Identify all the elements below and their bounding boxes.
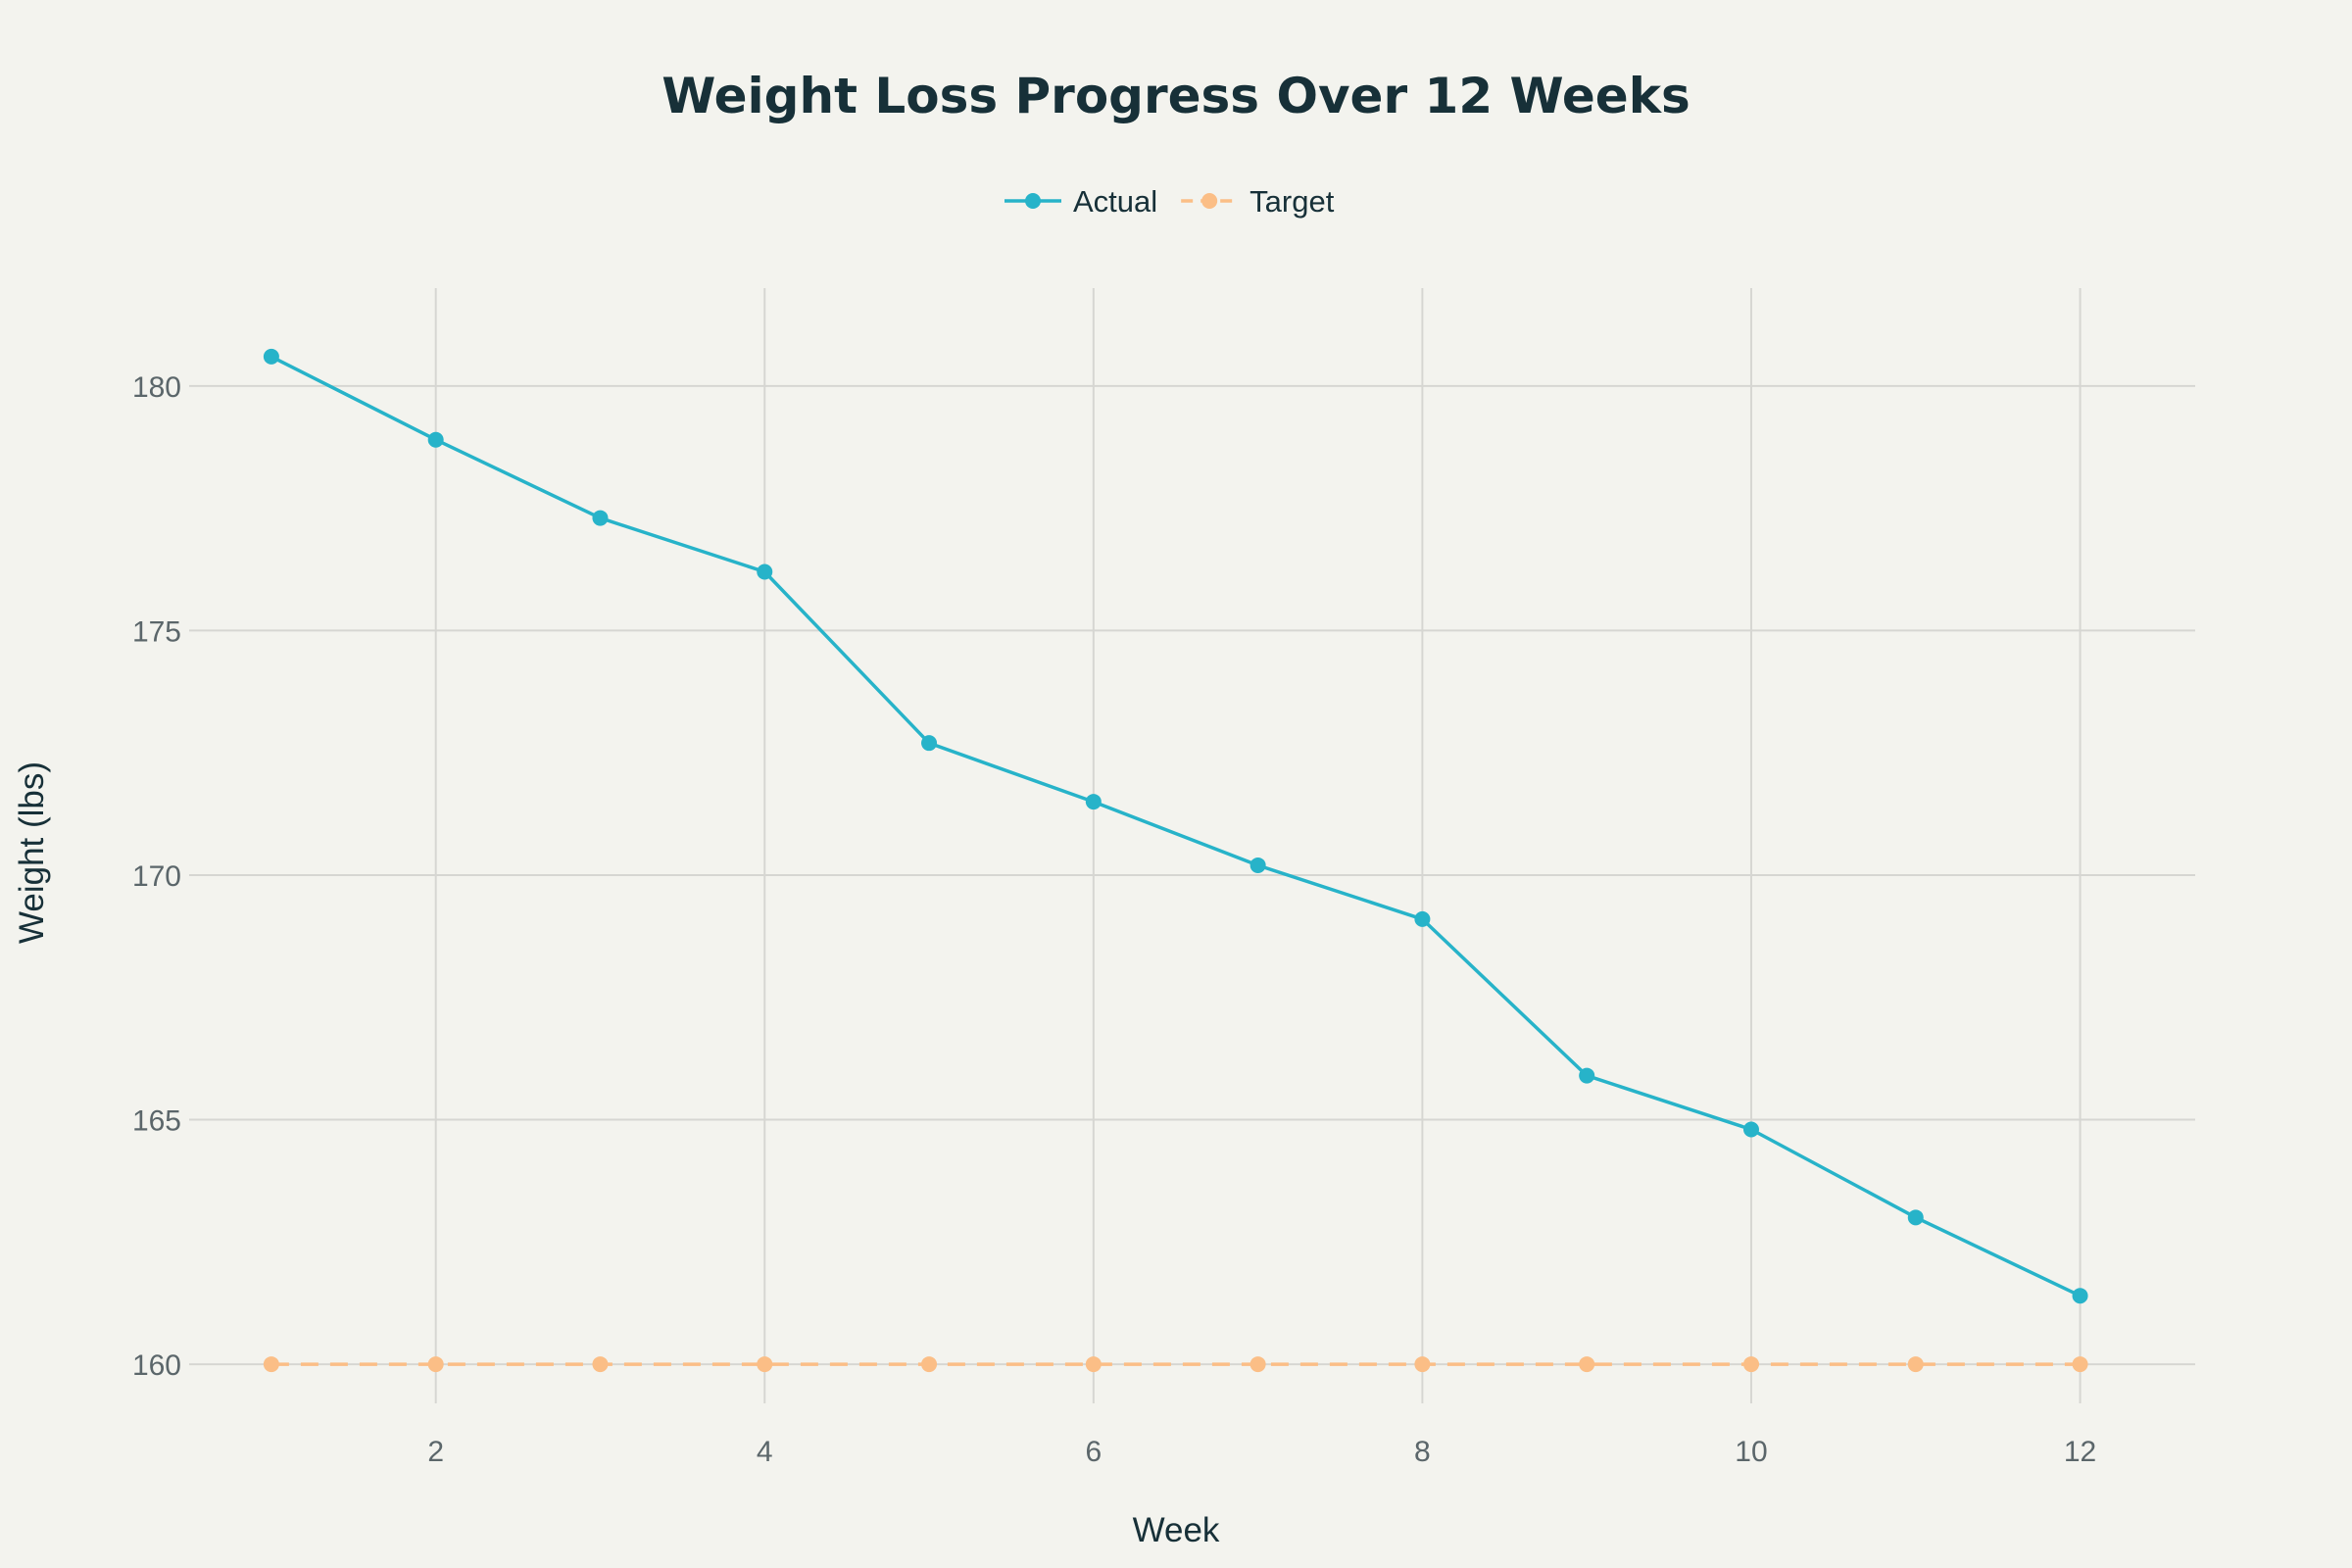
point-actual-week-6[interactable] (1085, 794, 1102, 810)
point-target-week-12[interactable] (2072, 1356, 2088, 1373)
point-target-week-10[interactable] (1742, 1356, 1759, 1373)
legend-item-target[interactable]: Target (1181, 184, 1335, 219)
y-axis-title: Weight (lbs) (13, 761, 51, 944)
series-actual (263, 348, 2088, 1304)
point-target-week-11[interactable] (1907, 1356, 1924, 1373)
point-target-week-5[interactable] (921, 1356, 938, 1373)
legend-label-actual: Actual (1073, 184, 1157, 219)
point-target-week-6[interactable] (1085, 1356, 1102, 1373)
y-tick-label-170: 170 (132, 860, 181, 893)
chart-title: Weight Loss Progress Over 12 Weeks (662, 68, 1690, 124)
point-actual-week-8[interactable] (1414, 910, 1431, 927)
point-target-week-1[interactable] (263, 1356, 279, 1373)
point-actual-week-9[interactable] (1579, 1067, 1595, 1084)
point-target-week-8[interactable] (1414, 1356, 1431, 1373)
series-target (263, 1356, 2088, 1373)
legend-item-actual[interactable]: Actual (1004, 184, 1157, 219)
legend-label-target: Target (1250, 184, 1335, 219)
point-target-week-2[interactable] (427, 1356, 444, 1373)
x-tick-label-10: 10 (1735, 1436, 1767, 1468)
x-axis-title: Week (1133, 1511, 1220, 1549)
point-actual-week-1[interactable] (263, 348, 279, 365)
series-line-actual (270, 355, 2082, 1298)
series-layer (263, 348, 2088, 1373)
tick-labels: 2 4 6 8 10 12 160 165 170 175 180 (132, 371, 2096, 1468)
point-actual-week-10[interactable] (1742, 1121, 1759, 1138)
x-tick-label-8: 8 (1414, 1436, 1431, 1468)
y-tick-label-160: 160 (132, 1349, 181, 1382)
point-actual-week-3[interactable] (592, 510, 609, 526)
point-target-week-7[interactable] (1250, 1356, 1266, 1373)
point-actual-week-7[interactable] (1250, 857, 1266, 873)
point-target-week-9[interactable] (1579, 1356, 1595, 1373)
point-actual-week-2[interactable] (427, 431, 444, 448)
point-target-week-3[interactable] (592, 1356, 609, 1373)
x-tick-label-4: 4 (757, 1436, 773, 1468)
point-actual-week-12[interactable] (2072, 1288, 2088, 1304)
grid (189, 288, 2195, 1403)
y-tick-label-165: 165 (132, 1105, 181, 1138)
legend-swatch-marker-actual (1025, 193, 1041, 209)
x-tick-label-6: 6 (1085, 1436, 1102, 1468)
point-actual-week-4[interactable] (757, 564, 773, 580)
legend-swatch-marker-target (1201, 193, 1218, 209)
y-tick-label-180: 180 (132, 371, 181, 404)
legend[interactable]: Actual Target (1004, 184, 1335, 219)
x-tick-label-2: 2 (427, 1436, 444, 1468)
y-tick-label-175: 175 (132, 615, 181, 648)
x-tick-label-12: 12 (2064, 1436, 2096, 1468)
point-actual-week-5[interactable] (921, 735, 938, 752)
point-target-week-4[interactable] (757, 1356, 773, 1373)
point-actual-week-11[interactable] (1907, 1209, 1924, 1226)
